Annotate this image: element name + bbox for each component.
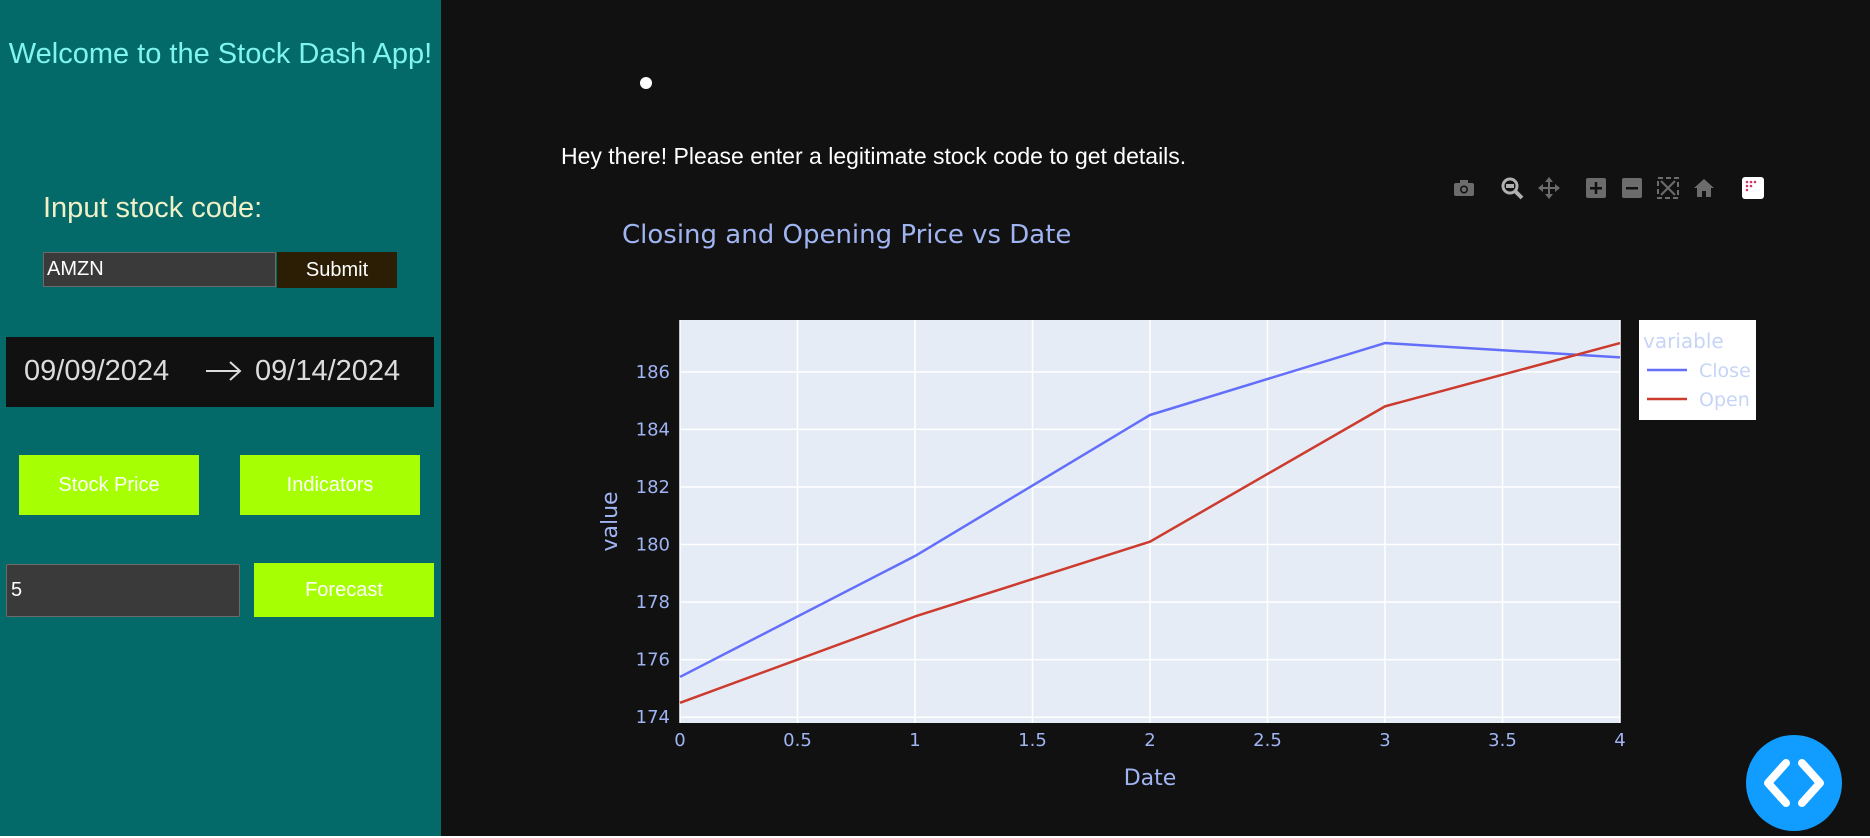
forecast-days-input[interactable]: [6, 564, 240, 617]
stock-code-label: Input stock code:: [43, 192, 263, 224]
stock-price-button[interactable]: Stock Price: [19, 455, 199, 515]
welcome-heading: Welcome to the Stock Dash App!: [8, 38, 433, 70]
end-date-input[interactable]: 09/14/2024: [255, 355, 401, 387]
dash-devtools-button[interactable]: [1746, 735, 1842, 831]
forecast-button[interactable]: Forecast: [254, 563, 434, 617]
autoscale-icon[interactable]: [1656, 176, 1680, 200]
indicators-button[interactable]: Indicators: [240, 455, 420, 515]
reset-axes-icon[interactable]: [1692, 176, 1716, 200]
main-content: [441, 0, 1870, 836]
bullet-dot: [640, 77, 652, 89]
arrow-right-icon: [202, 354, 246, 388]
zoom-out-icon[interactable]: [1620, 176, 1644, 200]
submit-button[interactable]: Submit: [277, 252, 397, 288]
date-range-picker[interactable]: 09/09/2024 09/14/2024: [6, 337, 434, 407]
camera-icon[interactable]: [1452, 176, 1476, 200]
sidebar: Welcome to the Stock Dash App! Input sto…: [0, 0, 441, 836]
pan-icon[interactable]: [1537, 176, 1561, 200]
status-message: Hey there! Please enter a legitimate sto…: [561, 143, 1187, 169]
start-date-input[interactable]: 09/09/2024: [24, 355, 170, 387]
zoom-in-icon[interactable]: [1584, 176, 1608, 200]
zoom-icon[interactable]: [1500, 176, 1524, 200]
chart-title: Closing and Opening Price vs Date: [622, 220, 1072, 250]
code-brackets-icon: [1764, 759, 1824, 807]
stock-code-input[interactable]: [43, 252, 276, 287]
plotly-logo-icon[interactable]: [1741, 176, 1765, 200]
